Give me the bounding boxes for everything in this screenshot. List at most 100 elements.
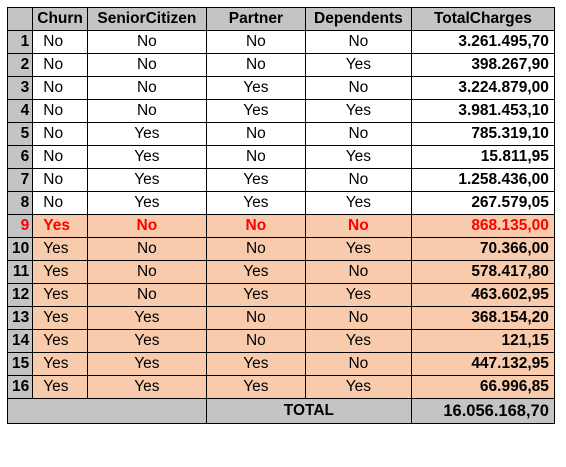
cell-total-charges[interactable]: 368.154,20 (410, 306, 555, 330)
cell-churn[interactable]: No (32, 30, 88, 54)
row-index[interactable]: 3 (6, 76, 34, 100)
cell-senior-citizen[interactable]: Yes (86, 191, 207, 215)
cell-dependents[interactable]: No (304, 260, 412, 284)
cell-total-charges[interactable]: 3.981.453,10 (410, 99, 555, 123)
cell-dependents[interactable]: Yes (304, 375, 412, 399)
cell-partner[interactable]: No (205, 122, 306, 146)
cell-dependents[interactable]: No (304, 122, 412, 146)
cell-senior-citizen[interactable]: Yes (86, 122, 207, 146)
cell-dependents[interactable]: No (304, 168, 412, 192)
cell-churn[interactable]: No (32, 122, 88, 146)
cell-churn[interactable]: No (32, 145, 88, 169)
row-index[interactable]: 8 (6, 191, 34, 215)
header-senior-citizen[interactable]: SeniorCitizen (86, 7, 207, 31)
cell-churn[interactable]: Yes (32, 214, 88, 238)
cell-dependents[interactable]: Yes (304, 283, 412, 307)
cell-partner[interactable]: Yes (205, 99, 306, 123)
cell-total-charges[interactable]: 1.258.436,00 (410, 168, 555, 192)
cell-dependents[interactable]: No (304, 76, 412, 100)
cell-total-charges[interactable]: 463.602,95 (410, 283, 555, 307)
row-index[interactable]: 16 (6, 375, 34, 399)
cell-churn[interactable]: Yes (32, 237, 88, 261)
cell-churn[interactable]: No (32, 76, 88, 100)
cell-total-charges[interactable]: 267.579,05 (410, 191, 555, 215)
cell-senior-citizen[interactable]: No (86, 30, 207, 54)
row-index[interactable]: 11 (6, 260, 34, 284)
cell-senior-citizen[interactable]: No (86, 76, 207, 100)
row-index[interactable]: 1 (6, 30, 34, 54)
cell-total-charges[interactable]: 66.996,85 (410, 375, 555, 399)
cell-senior-citizen[interactable]: No (86, 260, 207, 284)
cell-senior-citizen[interactable]: No (86, 214, 207, 238)
header-total-charges[interactable]: TotalCharges (410, 7, 555, 31)
cell-total-charges[interactable]: 3.261.495,70 (410, 30, 555, 54)
cell-churn[interactable]: No (32, 99, 88, 123)
cell-total-charges[interactable]: 121,15 (410, 329, 555, 353)
cell-partner[interactable]: No (205, 237, 306, 261)
row-index[interactable]: 9 (6, 214, 34, 238)
cell-senior-citizen[interactable]: No (86, 283, 207, 307)
cell-dependents[interactable]: Yes (304, 191, 412, 215)
cell-senior-citizen[interactable]: Yes (86, 375, 207, 399)
cell-total-charges[interactable]: 785.319,10 (410, 122, 555, 146)
cell-churn[interactable]: Yes (32, 352, 88, 376)
row-index[interactable]: 7 (6, 168, 34, 192)
cell-dependents[interactable]: Yes (304, 145, 412, 169)
cell-dependents[interactable]: No (304, 352, 412, 376)
cell-dependents[interactable]: No (304, 306, 412, 330)
cell-churn[interactable]: Yes (32, 329, 88, 353)
header-partner[interactable]: Partner (205, 7, 306, 31)
cell-senior-citizen[interactable]: Yes (86, 145, 207, 169)
total-label[interactable]: TOTAL (205, 398, 412, 424)
cell-partner[interactable]: No (205, 53, 306, 77)
cell-senior-citizen[interactable]: No (86, 53, 207, 77)
cell-churn[interactable]: Yes (32, 260, 88, 284)
total-row-filler[interactable] (7, 398, 207, 424)
cell-partner[interactable]: No (205, 30, 306, 54)
cell-partner[interactable]: Yes (205, 352, 306, 376)
cell-churn[interactable]: No (32, 168, 88, 192)
cell-total-charges[interactable]: 70.366,00 (410, 237, 555, 261)
cell-dependents[interactable]: No (304, 214, 412, 238)
cell-churn[interactable]: Yes (32, 375, 88, 399)
cell-total-charges[interactable]: 868.135,00 (410, 214, 555, 238)
cell-total-charges[interactable]: 3.224.879,00 (410, 76, 555, 100)
cell-senior-citizen[interactable]: Yes (86, 352, 207, 376)
cell-partner[interactable]: No (205, 329, 306, 353)
row-index[interactable]: 12 (6, 283, 34, 307)
cell-partner[interactable]: Yes (205, 283, 306, 307)
total-value[interactable]: 16.056.168,70 (410, 398, 555, 424)
row-index[interactable]: 4 (6, 99, 34, 123)
cell-total-charges[interactable]: 15.811,95 (410, 145, 555, 169)
cell-churn[interactable]: No (32, 53, 88, 77)
cell-total-charges[interactable]: 398.267,90 (410, 53, 555, 77)
header-churn[interactable]: Churn (32, 7, 88, 31)
cell-dependents[interactable]: No (304, 30, 412, 54)
cell-partner[interactable]: Yes (205, 375, 306, 399)
cell-senior-citizen[interactable]: Yes (86, 168, 207, 192)
cell-partner[interactable]: Yes (205, 76, 306, 100)
cell-churn[interactable]: Yes (32, 306, 88, 330)
cell-churn[interactable]: No (32, 191, 88, 215)
header-dependents[interactable]: Dependents (304, 7, 412, 31)
cell-partner[interactable]: Yes (205, 260, 306, 284)
cell-partner[interactable]: No (205, 145, 306, 169)
cell-senior-citizen[interactable]: No (86, 237, 207, 261)
cell-partner[interactable]: No (205, 214, 306, 238)
corner-cell[interactable] (6, 7, 34, 31)
cell-total-charges[interactable]: 578.417,80 (410, 260, 555, 284)
cell-dependents[interactable]: Yes (304, 329, 412, 353)
cell-churn[interactable]: Yes (32, 283, 88, 307)
cell-senior-citizen[interactable]: Yes (86, 329, 207, 353)
row-index[interactable]: 14 (6, 329, 34, 353)
cell-dependents[interactable]: Yes (304, 99, 412, 123)
cell-senior-citizen[interactable]: No (86, 99, 207, 123)
cell-partner[interactable]: Yes (205, 168, 306, 192)
row-index[interactable]: 6 (6, 145, 34, 169)
row-index[interactable]: 13 (6, 306, 34, 330)
cell-dependents[interactable]: Yes (304, 53, 412, 77)
cell-total-charges[interactable]: 447.132,95 (410, 352, 555, 376)
cell-dependents[interactable]: Yes (304, 237, 412, 261)
row-index[interactable]: 5 (6, 122, 34, 146)
cell-partner[interactable]: No (205, 306, 306, 330)
